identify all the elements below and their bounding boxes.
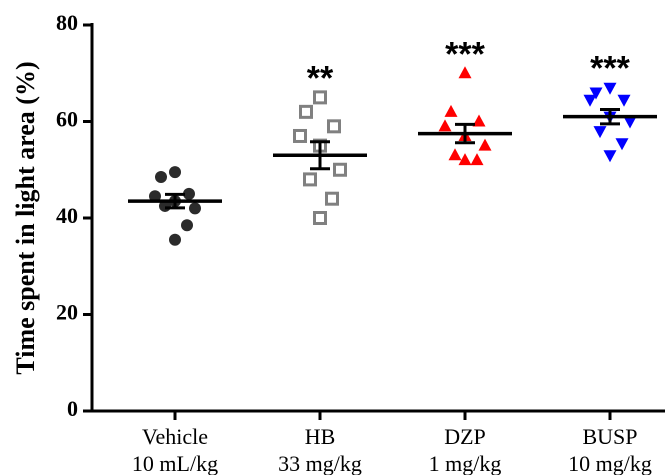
category-label-line2: 10 mL/kg: [132, 451, 218, 475]
significance-markers: ***** ***: [307, 35, 631, 97]
data-point: [617, 94, 631, 107]
category-label-line1: HB: [305, 424, 336, 449]
data-point: [313, 211, 327, 225]
group-points: [438, 66, 492, 166]
data-point: [444, 104, 458, 117]
x-axis-ticks: [173, 411, 612, 420]
data-point: [583, 94, 597, 107]
data-point: [458, 66, 472, 79]
data-points: [149, 66, 637, 246]
mean-sem-group: [418, 122, 512, 145]
group-points: [149, 166, 201, 246]
data-point: [303, 172, 317, 187]
data-point: [458, 153, 472, 166]
mean-sem-group: [563, 107, 657, 126]
data-point: [183, 187, 195, 200]
y-axis-ticks: 0 20 40 60 80: [56, 10, 92, 421]
data-point: [470, 153, 484, 166]
significance-marker: ***: [590, 50, 630, 88]
data-point: [325, 191, 339, 206]
data-point: [333, 162, 347, 177]
data-point: [189, 202, 201, 215]
data-point: [169, 166, 181, 179]
mean-sem-group: [128, 192, 222, 210]
significance-marker: **: [307, 59, 334, 97]
data-point: [438, 119, 452, 132]
data-point: [181, 219, 193, 232]
axes: [90, 23, 665, 413]
category-label-line2: 10 mg/kg: [568, 451, 652, 475]
data-point: [149, 190, 161, 203]
mean-sem-bars: [128, 107, 657, 210]
data-point: [327, 119, 341, 134]
mean-sem-group: [273, 140, 367, 171]
y-tick-label: 20: [56, 300, 78, 325]
data-point: [615, 138, 629, 151]
data-point: [169, 233, 181, 246]
y-tick-label: 40: [56, 203, 78, 228]
category-label-line1: Vehicle: [142, 424, 208, 449]
data-point: [623, 116, 637, 129]
y-axis-title: Time spent in light area (%): [11, 61, 40, 374]
category-label-line1: DZP: [444, 424, 486, 449]
data-point: [299, 104, 313, 119]
data-point: [589, 87, 603, 100]
data-point: [293, 128, 307, 143]
category-label-line1: BUSP: [582, 424, 637, 449]
data-point: [603, 150, 617, 163]
significance-marker: ***: [445, 35, 485, 73]
y-axis-title-group: Time spent in light area (%): [11, 61, 40, 374]
category-label-line2: 33 mg/kg: [278, 451, 362, 475]
data-point: [448, 148, 462, 161]
data-point: [603, 82, 617, 95]
data-point: [313, 90, 327, 105]
y-tick-label: 80: [56, 10, 78, 35]
data-point: [593, 126, 607, 139]
data-point: [155, 170, 167, 183]
data-point: [472, 114, 486, 127]
data-point: [478, 138, 492, 151]
y-tick-label: 60: [56, 107, 78, 132]
category-label-line2: 1 mg/kg: [429, 451, 502, 475]
group-points: [583, 82, 637, 163]
y-tick-label: 0: [67, 396, 78, 421]
